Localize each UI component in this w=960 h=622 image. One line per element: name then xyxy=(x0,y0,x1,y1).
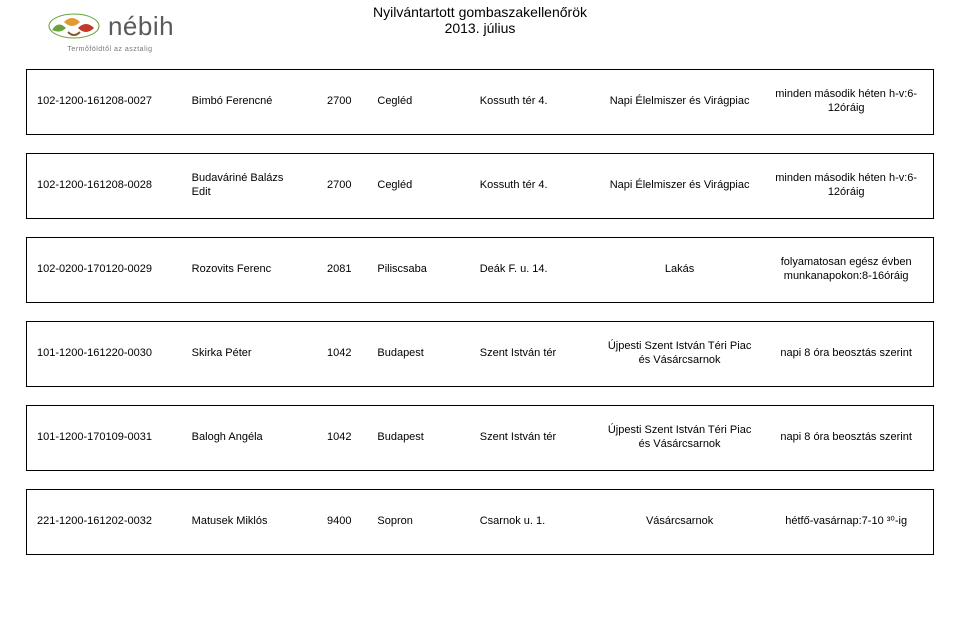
record-place: Napi Élelmiszer és Virágpiac xyxy=(600,179,759,193)
record-name: Skirka Péter xyxy=(186,347,307,361)
record-name: Matusek Miklós xyxy=(186,515,307,529)
record-id: 102-0200-170120-0029 xyxy=(27,263,186,277)
record-place: Vásárcsarnok xyxy=(600,515,759,529)
record-id: 101-1200-170109-0031 xyxy=(27,431,186,445)
record-address: Szent István tér xyxy=(474,431,600,445)
record-city: Cegléd xyxy=(371,95,473,109)
record-name: Bimbó Ferencné xyxy=(186,95,307,109)
record-schedule: napi 8 óra beosztás szerint xyxy=(759,347,933,361)
record-city: Piliscsaba xyxy=(371,263,473,277)
record-name: Balogh Angéla xyxy=(186,431,307,445)
page-header: nébih Termőföldtől az asztalig Nyilvánta… xyxy=(0,0,960,59)
record-card: 102-0200-170120-0029Rozovits Ferenc2081P… xyxy=(26,237,934,303)
record-zip: 1042 xyxy=(307,347,371,361)
record-zip: 9400 xyxy=(307,515,371,529)
record-zip: 2700 xyxy=(307,95,371,109)
record-address: Deák F. u. 14. xyxy=(474,263,600,277)
record-schedule: folyamatosan egész évben munkanapokon:8-… xyxy=(759,256,933,284)
record-name: Rozovits Ferenc xyxy=(186,263,307,277)
record-address: Csarnok u. 1. xyxy=(474,515,600,529)
records-list: 102-1200-161208-0027Bimbó Ferencné2700Ce… xyxy=(0,59,960,575)
record-city: Budapest xyxy=(371,431,473,445)
record-card: 101-1200-170109-0031Balogh Angéla1042Bud… xyxy=(26,405,934,471)
record-schedule: napi 8 óra beosztás szerint xyxy=(759,431,933,445)
record-place: Újpesti Szent István Téri Piac és Vásárc… xyxy=(600,424,759,452)
record-zip: 1042 xyxy=(307,431,371,445)
record-name: Budaváriné Balázs Edit xyxy=(186,172,307,200)
title-block: Nyilvántartott gombaszakellenőrök 2013. … xyxy=(0,4,960,36)
record-card: 221-1200-161202-0032Matusek Miklós9400So… xyxy=(26,489,934,555)
record-schedule: hétfő-vasárnap:7-10 ³⁰-ig xyxy=(759,515,933,529)
record-card: 101-1200-161220-0030Skirka Péter1042Buda… xyxy=(26,321,934,387)
record-zip: 2081 xyxy=(307,263,371,277)
record-schedule: minden második héten h-v:6-12óráig xyxy=(759,88,933,116)
record-place: Újpesti Szent István Téri Piac és Vásárc… xyxy=(600,340,759,368)
title-line-1: Nyilvántartott gombaszakellenőrök xyxy=(0,4,960,20)
record-city: Budapest xyxy=(371,347,473,361)
record-zip: 2700 xyxy=(307,179,371,193)
record-city: Sopron xyxy=(371,515,473,529)
record-id: 101-1200-161220-0030 xyxy=(27,347,186,361)
record-id: 102-1200-161208-0028 xyxy=(27,179,186,193)
record-address: Kossuth tér 4. xyxy=(474,95,600,109)
logo-subtitle: Termőföldtől az asztalig xyxy=(67,46,152,53)
record-place: Lakás xyxy=(600,263,759,277)
title-line-2: 2013. július xyxy=(0,20,960,36)
record-address: Kossuth tér 4. xyxy=(474,179,600,193)
record-address: Szent István tér xyxy=(474,347,600,361)
record-place: Napi Élelmiszer és Virágpiac xyxy=(600,95,759,109)
record-card: 102-1200-161208-0028Budaváriné Balázs Ed… xyxy=(26,153,934,219)
record-id: 221-1200-161202-0032 xyxy=(27,515,186,529)
record-city: Cegléd xyxy=(371,179,473,193)
record-schedule: minden második héten h-v:6-12óráig xyxy=(759,172,933,200)
record-card: 102-1200-161208-0027Bimbó Ferencné2700Ce… xyxy=(26,69,934,135)
record-id: 102-1200-161208-0027 xyxy=(27,95,186,109)
